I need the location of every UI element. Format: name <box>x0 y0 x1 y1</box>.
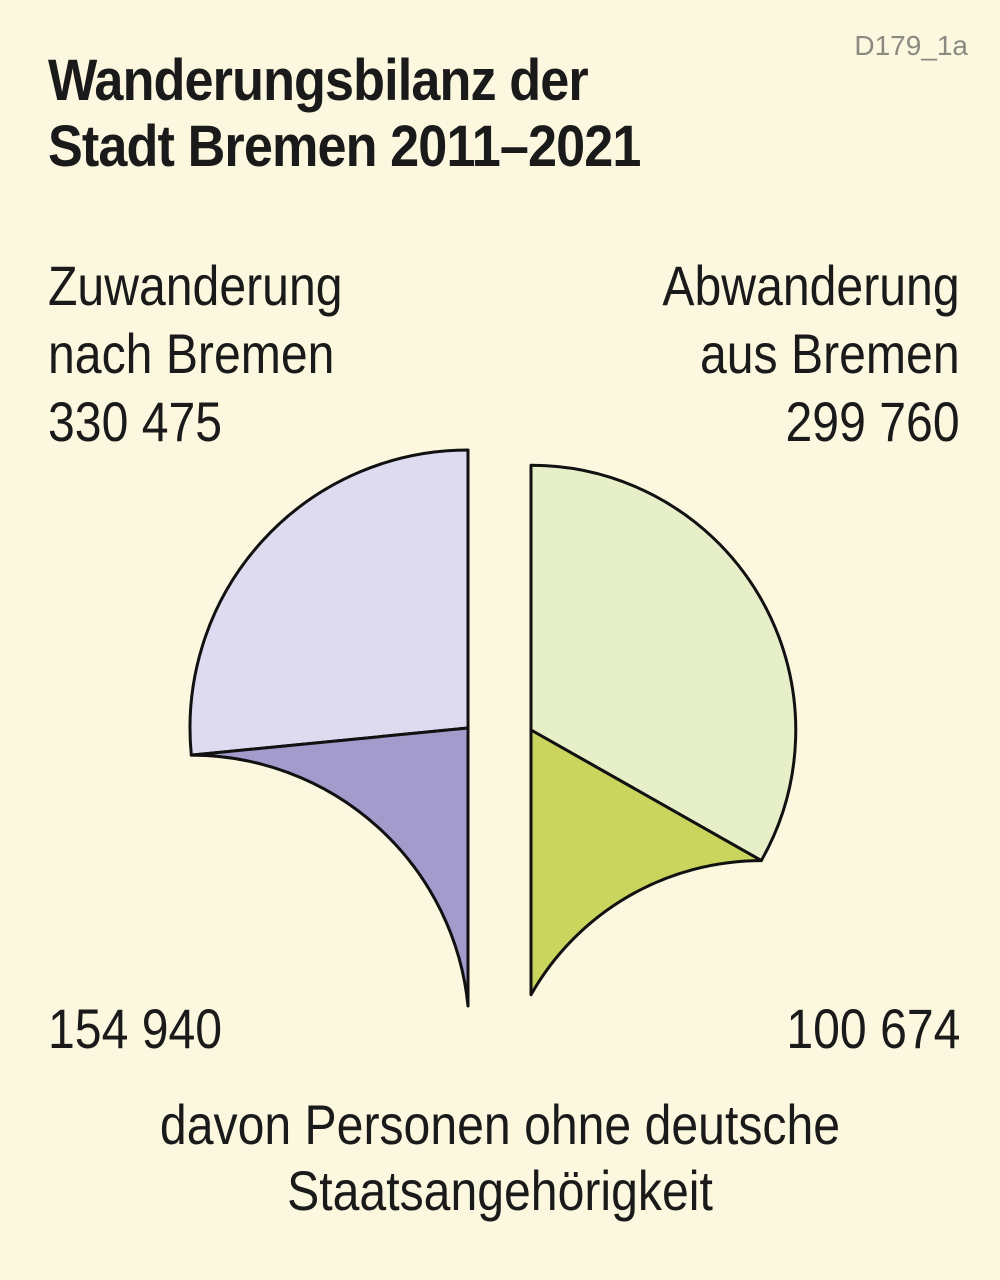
abwanderung-remaining-slice <box>529 463 798 863</box>
title-line-1: Wanderungsbilanz der <box>48 48 589 113</box>
zuwanderung-name-2: nach Bremen <box>48 322 335 385</box>
abwanderung-name-2: aus Bremen <box>700 322 960 385</box>
abwanderung-total: 299 760 <box>785 390 960 453</box>
footnote-line-1: davon Personen ohne deutsche <box>159 1093 841 1156</box>
zuwanderung-subset-label: 154 940 <box>48 997 223 1060</box>
zuwanderung-remaining-slice <box>188 448 470 757</box>
abwanderung-subset-slice <box>529 728 763 997</box>
zuwanderung-total: 330 475 <box>48 390 223 453</box>
zuwanderung-label: Zuwanderung nach Bremen 330 475 <box>48 252 343 456</box>
footnote: davon Personen ohne deutsche Staatsangeh… <box>70 1092 930 1224</box>
abwanderung-subset-label: 100 674 <box>785 997 960 1060</box>
title-line-2: Stadt Bremen 2011–2021 <box>48 114 641 179</box>
chart-code: D179_1a <box>854 30 968 61</box>
zuwanderung-name-1: Zuwanderung <box>48 254 343 317</box>
footnote-line-2: Staatsangehörigkeit <box>287 1159 713 1222</box>
abwanderung-name-1: Abwanderung <box>662 254 960 317</box>
zuwanderung-subset-slice <box>189 726 470 1008</box>
abwanderung-label: Abwanderung aus Bremen 299 760 <box>663 252 960 456</box>
chart-title: Wanderungsbilanz der Stadt Bremen 2011–2… <box>48 48 641 180</box>
